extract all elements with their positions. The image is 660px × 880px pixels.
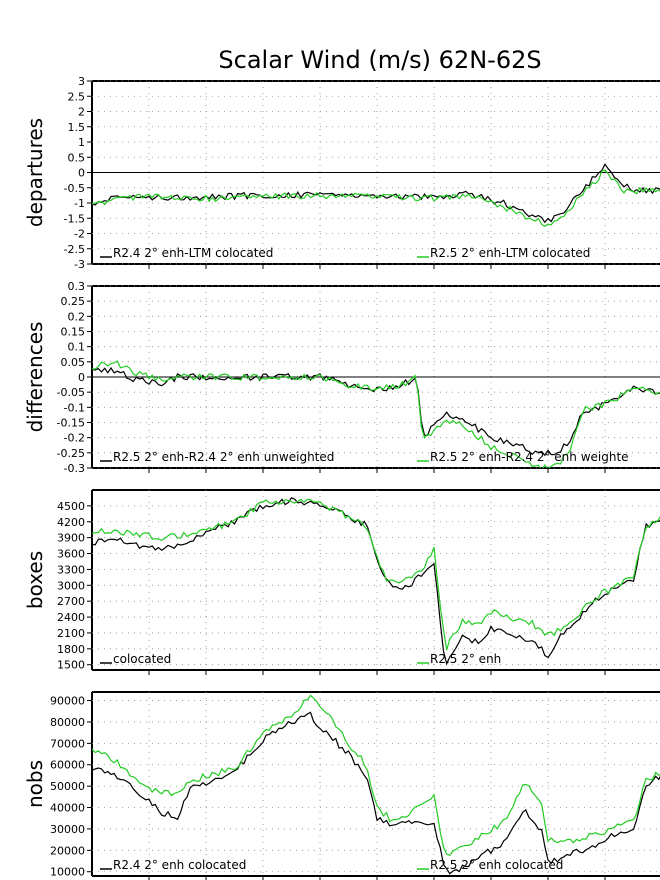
y-axis-label: nobs xyxy=(23,760,47,808)
legend-label-black: R2.5 2° enh-R2.4 2° enh unweighted xyxy=(113,450,334,464)
y-tick-label: 10000 xyxy=(50,866,85,879)
panel-departures: 3 2.5 2 1.5 1 0.5 0 -0.5 -1 -1.5 -2 -2.5 -3 departure… xyxy=(23,75,660,271)
y-tick-label: 2400 xyxy=(57,611,85,624)
y-tick-label: 30000 xyxy=(50,823,85,836)
panel-differences: 0.3 0.25 0.2 0.15 0.1 0.05 0 -0.05 -0.1 -0.15 -0.2… xyxy=(23,280,660,475)
y-tick-label: 0.1 xyxy=(68,341,86,354)
y-tick-label: 40000 xyxy=(50,802,85,815)
y-tick-label: 3600 xyxy=(57,548,85,561)
y-tick-label: -3 xyxy=(74,258,85,271)
y-tick-label: 2 xyxy=(78,106,85,119)
y-tick-label: 70000 xyxy=(50,737,85,750)
y-tick-label: 80000 xyxy=(50,716,85,729)
legend-label-green: R2.5 2° enh-R2.4 2° enh weighte xyxy=(430,450,629,464)
legend: R2.4 2° enh-LTM colocated R2.5 2° enh-LTM… xyxy=(100,246,590,260)
y-tick-label: 90000 xyxy=(50,695,85,708)
series-line-black xyxy=(92,711,660,875)
series-line-black xyxy=(92,366,660,457)
panels-layer: 3 2.5 2 1.5 1 0.5 0 -0.5 -1 -1.5 -2 -2.5 -3 departure… xyxy=(23,75,660,880)
series-line-green xyxy=(92,694,660,857)
series-line-black xyxy=(92,497,660,666)
y-tick-label: 60000 xyxy=(50,759,85,772)
y-tick-label: 3 xyxy=(78,75,85,88)
y-tick-label: 0.15 xyxy=(61,326,86,339)
y-tick-label: 0.2 xyxy=(68,310,86,323)
y-tick-label: 50000 xyxy=(50,780,85,793)
y-tick-label: 0.5 xyxy=(68,151,86,164)
y-tick-label: -0.05 xyxy=(57,386,85,399)
panel-boxes: 4500 4200 3900 3600 3300 3000 2700 2400 2100 1800… xyxy=(23,489,660,675)
y-axis-label: departures xyxy=(23,118,47,227)
y-tick-label: -2.5 xyxy=(64,243,85,256)
y-tick-label: 4200 xyxy=(57,516,85,529)
y-tick-label: 0 xyxy=(78,371,85,384)
y-tick-label: 3900 xyxy=(57,532,85,545)
y-tick-label: 1800 xyxy=(57,643,85,656)
series-line-green xyxy=(92,360,660,468)
legend-label-green: R2.5 2° enh-LTM colocated xyxy=(430,246,590,260)
y-tick-label: -0.15 xyxy=(57,417,85,430)
legend-label-green: R2.5 2° enh xyxy=(430,652,501,666)
y-tick-label: 0.25 xyxy=(61,295,86,308)
y-tick-label: 2100 xyxy=(57,627,85,640)
y-tick-label: 0.05 xyxy=(61,356,86,369)
y-tick-label: -1 xyxy=(74,197,85,210)
y-tick-label: 0 xyxy=(78,167,85,180)
legend: colocated R2.5 2° enh xyxy=(100,652,501,666)
y-tick-label: -0.5 xyxy=(64,182,85,195)
y-tick-label: -0.2 xyxy=(64,432,85,445)
panel-nobs: 90000 80000 70000 60000 50000 40000 30000 20000… xyxy=(23,691,660,880)
y-tick-label: -0.25 xyxy=(57,447,85,460)
legend: R2.5 2° enh-R2.4 2° enh unweighted R2.5 2… xyxy=(100,450,629,464)
legend-label-black: colocated xyxy=(113,652,171,666)
y-tick-label: -1.5 xyxy=(64,212,85,225)
y-tick-label: 1 xyxy=(78,136,85,149)
y-tick-label: 2.5 xyxy=(68,90,86,103)
y-tick-label: -2 xyxy=(74,228,85,241)
legend-label-black: R2.4 2° enh-LTM colocated xyxy=(113,246,273,260)
legend-label-black: R2.4 2° enh colocated xyxy=(113,858,246,872)
y-tick-label: 1500 xyxy=(57,659,85,672)
y-tick-label: 3300 xyxy=(57,563,85,576)
y-tick-label: 1.5 xyxy=(68,121,86,134)
chart-title: Scalar Wind (m/s) 62N-62S xyxy=(218,46,541,74)
y-tick-label: -0.1 xyxy=(64,401,85,414)
y-axis-label: differences xyxy=(23,322,47,433)
y-tick-label: 3000 xyxy=(57,579,85,592)
y-tick-label: -0.3 xyxy=(64,462,85,475)
legend-label-green: R2.5 2° enh colocated xyxy=(430,858,563,872)
series-line-green xyxy=(92,498,660,651)
y-tick-label: 4500 xyxy=(57,500,85,513)
legend: R2.4 2° enh colocated R2.5 2° enh colocat… xyxy=(100,858,563,872)
y-axis-label: boxes xyxy=(23,551,47,609)
y-tick-label: 20000 xyxy=(50,844,85,857)
y-tick-label: 2700 xyxy=(57,595,85,608)
series-line-green xyxy=(92,169,660,228)
y-tick-label: 0.3 xyxy=(68,280,86,293)
